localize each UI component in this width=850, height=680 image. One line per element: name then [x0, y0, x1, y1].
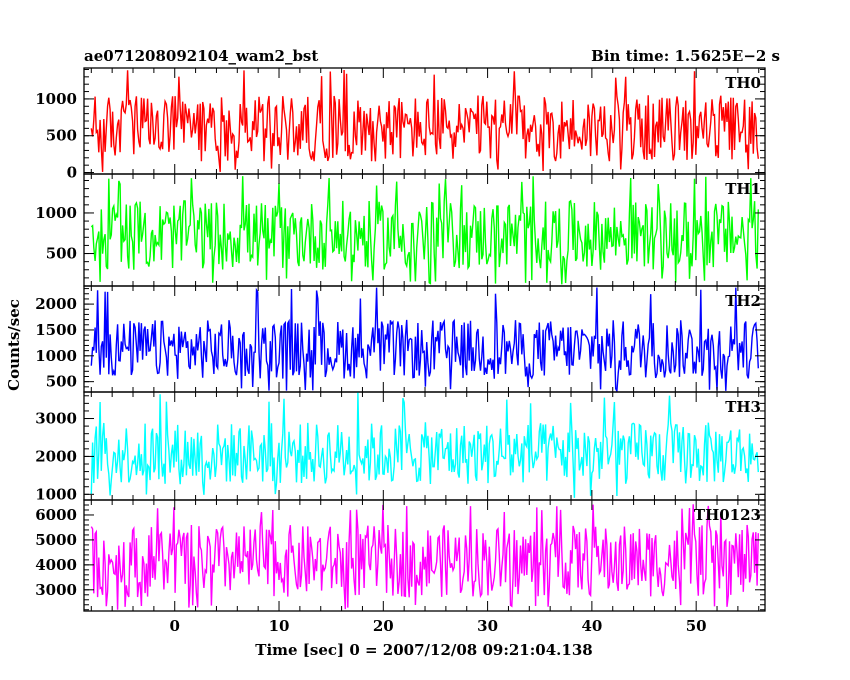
y-tick-label: 500	[46, 245, 77, 263]
y-tick-label: 4000	[35, 556, 77, 574]
panel-th1: 500 1000 TH1	[35, 173, 766, 287]
panel-th0123: 3000 4000 5000 6000 TH0123	[35, 499, 766, 612]
y-tick-label: 6000	[35, 506, 77, 524]
panel-frame	[83, 499, 766, 612]
series-line-th1	[90, 176, 759, 285]
panel-label-th2: TH2	[725, 292, 761, 310]
x-tick-label: 40	[581, 617, 602, 635]
series-line-th3	[90, 392, 759, 498]
y-tick-label: 2000	[35, 447, 77, 465]
y-tick-label: 3000	[35, 410, 77, 428]
y-tick-label: 1000	[35, 204, 77, 222]
panel-label-th3: TH3	[725, 398, 761, 416]
y-tick-label: 1000	[35, 347, 77, 365]
y-tick-label: 0	[67, 164, 77, 182]
y-tick-label: 2000	[35, 295, 77, 313]
panel-label-th0123: TH0123	[694, 506, 761, 524]
y-tick-label: 3000	[35, 581, 77, 599]
x-tick-label: 30	[477, 617, 498, 635]
y-tick-label: 1000	[35, 90, 77, 108]
x-tick-label: 10	[269, 617, 290, 635]
y-tick-label: 500	[46, 127, 77, 145]
series-line-th2	[90, 287, 759, 392]
y-tick-label: 500	[46, 373, 77, 391]
panel-label-th1: TH1	[725, 180, 761, 198]
y-tick-label: 1500	[35, 321, 77, 339]
x-tick-label: 0	[170, 617, 180, 635]
panel-th2: 500 1000 1500 2000 TH2	[35, 285, 766, 393]
panel-th3: 1000 2000 3000 TH3	[35, 391, 766, 503]
y-tick-label: 5000	[35, 531, 77, 549]
y-tick-label: 1000	[35, 485, 77, 503]
x-tick-label: 20	[373, 617, 394, 635]
panel-label-th0: TH0	[725, 74, 761, 92]
series-line-th0	[90, 69, 759, 173]
chart-title: ae071208092104_wam2_bst	[84, 47, 318, 65]
x-axis-label: Time [sec] 0 = 2007/12/08 09:21:04.138	[255, 641, 592, 659]
series-line-th0123	[90, 504, 759, 610]
panel-th0: 0 500 1000 TH0	[35, 67, 766, 182]
bin-time-label: Bin time: 1.5625E−2 s	[591, 47, 780, 65]
x-tick-label: 50	[686, 617, 707, 635]
y-axis-label: Counts/sec	[5, 299, 23, 391]
